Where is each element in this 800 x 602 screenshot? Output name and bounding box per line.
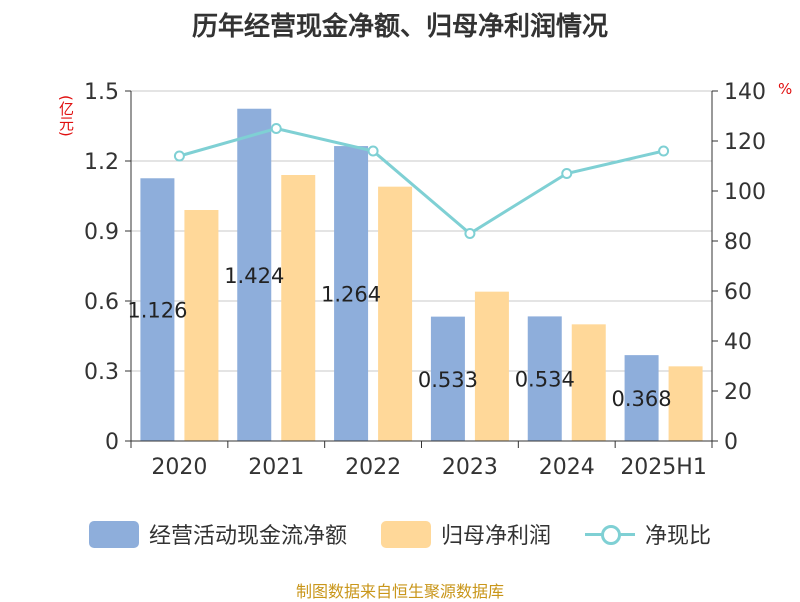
- legend-swatch-ratio: [585, 521, 635, 548]
- left-axis-tick-label: 0.9: [84, 220, 119, 245]
- right-axis-tick-label: 20: [724, 380, 752, 405]
- left-axis-tick-label: 0.6: [84, 290, 119, 315]
- bar-ocf-2023: [430, 316, 465, 441]
- legend: 经营活动现金流净额 归母净利润 净现比: [0, 512, 800, 556]
- legend-label-ocf: 经营活动现金流净额: [148, 524, 347, 549]
- ratio-point-2022: [367, 145, 379, 157]
- bar-ocf-2020: [140, 178, 175, 441]
- right-axis-tick-label: 60: [724, 280, 752, 305]
- x-axis-tick-label: 2023: [442, 455, 498, 480]
- right-axis-tick-label: 120: [724, 130, 766, 155]
- ratio-point-2025H1: [658, 145, 670, 157]
- ratio-point-2021: [270, 123, 282, 134]
- bar-ocf-2025H1: [624, 355, 659, 441]
- ocf-data-label: 0.534: [515, 368, 575, 392]
- left-axis-tick-label: 1.5: [84, 80, 119, 105]
- bar-profit-2022: [378, 186, 413, 441]
- right-axis-tick-label: 0: [724, 430, 738, 455]
- ratio-line: [179, 126, 664, 236]
- ratio-point-2020: [173, 150, 185, 162]
- legend-swatch-ocf: [88, 520, 139, 548]
- ocf-data-label: 0.368: [612, 387, 672, 411]
- legend-swatch-profit: [380, 520, 431, 548]
- legend-item-ocf[interactable]: 经营活动现金流净额: [88, 518, 347, 550]
- ocf-data-label: 1.126: [127, 299, 187, 323]
- ocf-data-label: 1.424: [224, 264, 284, 288]
- ocf-data-label: 1.264: [321, 283, 381, 307]
- bar-profit-2024: [571, 324, 606, 441]
- right-axis-tick-label: 100: [724, 180, 766, 205]
- right-axis-tick-label: 80: [724, 230, 752, 255]
- legend-item-profit[interactable]: 归母净利润: [380, 518, 551, 550]
- ratio-point-2024: [561, 168, 573, 179]
- left-axis-tick-label: 0.3: [84, 360, 119, 385]
- bar-profit-2023: [474, 291, 509, 441]
- bar-profit-2021: [281, 175, 316, 441]
- x-axis-tick-label: 2025H1: [620, 455, 707, 480]
- x-axis-tick-label: 2022: [345, 455, 401, 480]
- legend-item-ratio[interactable]: 净现比: [585, 518, 711, 550]
- legend-label-ratio: 净现比: [645, 524, 712, 549]
- bar-profit-2025H1: [668, 366, 703, 441]
- bar-profit-2020: [184, 210, 219, 441]
- left-axis-unit: (亿元): [57, 95, 75, 137]
- ocf-data-label: 0.533: [418, 368, 478, 392]
- right-axis-unit: %: [778, 80, 793, 98]
- right-axis-tick-label: 40: [724, 330, 752, 355]
- source-footer: 制图数据来自恒生聚源数据库: [295, 582, 504, 601]
- bar-ocf-2024: [527, 316, 562, 441]
- right-axis-tick-label: 140: [724, 80, 766, 105]
- combo-chart: 0 0.3 0.6 0.9 1.2 1.5 0 20 40 60 80 100 120 140 2020 20…: [84, 80, 766, 480]
- x-axis-tick-label: 2024: [539, 455, 595, 480]
- bar-ocf-2022: [334, 146, 369, 442]
- left-axis-tick-label: 0: [105, 430, 119, 455]
- left-axis-tick-label: 1.2: [84, 150, 119, 175]
- x-axis-tick-label: 2020: [151, 455, 207, 480]
- bar-ocf-2021: [237, 108, 272, 441]
- chart-title: 历年经营现金净额、归母净利润情况: [191, 12, 608, 42]
- legend-label-profit: 归母净利润: [440, 524, 551, 549]
- x-axis-tick-label: 2021: [248, 455, 304, 480]
- ratio-point-2023: [464, 228, 476, 239]
